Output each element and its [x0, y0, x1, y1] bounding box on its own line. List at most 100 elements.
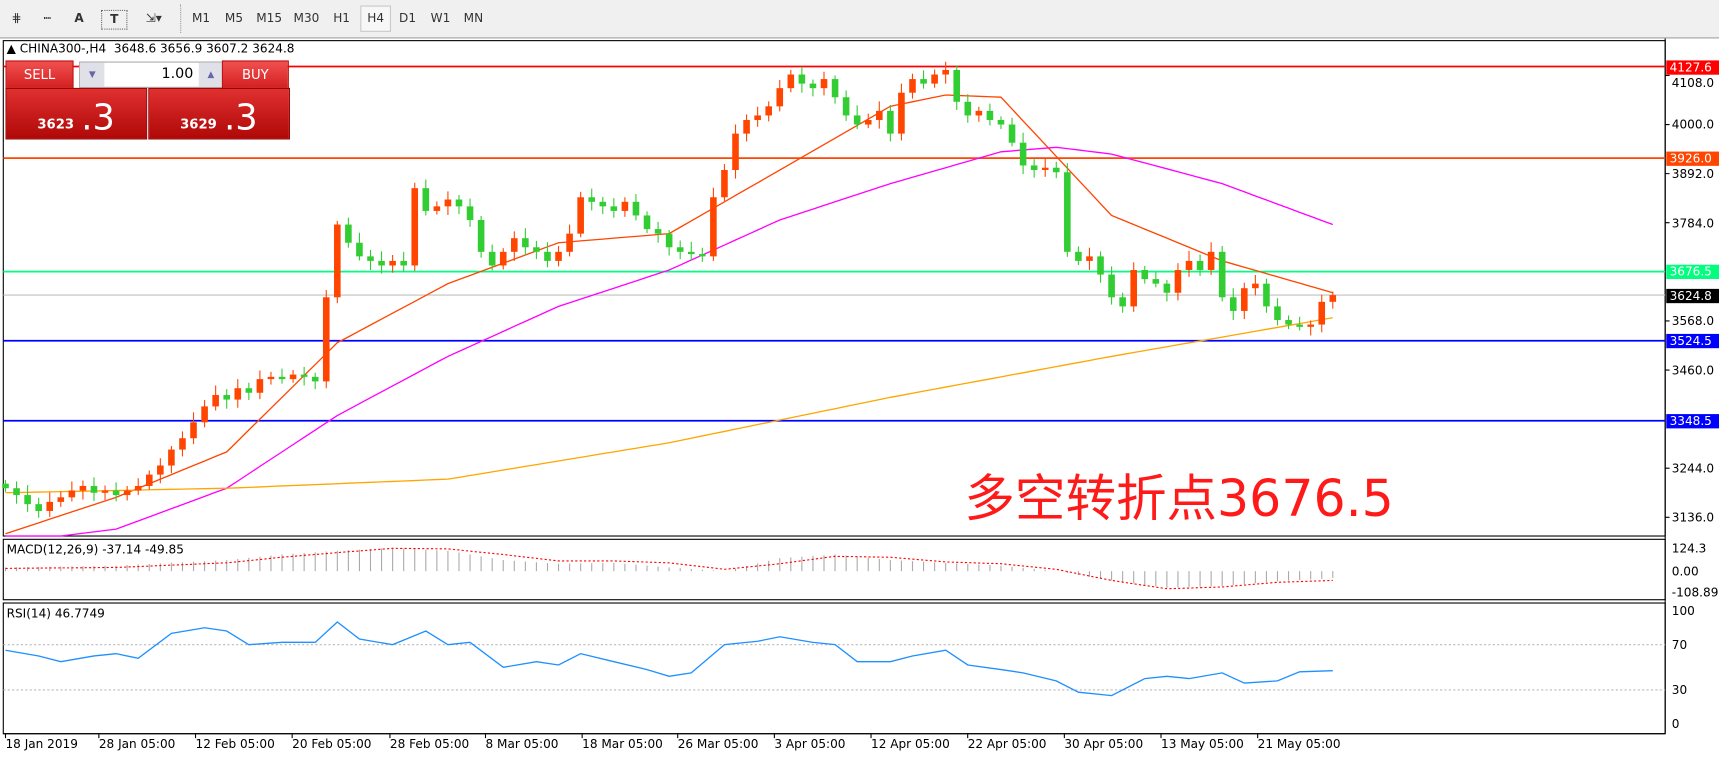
bearish-candle — [887, 110, 894, 134]
time-tick-label: 20 Feb 05:00 — [292, 737, 372, 752]
bearish-candle — [610, 206, 618, 211]
bearish-candle — [1163, 283, 1171, 293]
text-icon[interactable]: A — [74, 10, 84, 26]
timeframe-mn[interactable]: MN — [463, 10, 484, 26]
bullish-candle — [621, 201, 629, 211]
price-level-label: 4127.6 — [1666, 59, 1719, 75]
bullish-candle — [1185, 260, 1193, 271]
bearish-candle — [488, 251, 496, 266]
timeframe-m15[interactable]: M15 — [256, 10, 283, 26]
price-level-label: 3348.5 — [1666, 414, 1719, 429]
bullish-candle — [1041, 167, 1049, 170]
bearish-candle — [455, 199, 463, 207]
bullish-candle — [190, 422, 197, 439]
timeframe-d1[interactable]: D1 — [399, 10, 417, 26]
price-level-label: 3524.5 — [1666, 334, 1719, 349]
bullish-candle — [234, 388, 242, 400]
chart-area[interactable] — [0, 38, 1719, 756]
bullish-candle — [721, 169, 728, 198]
period-separator-f-icon[interactable]: ┉ — [43, 10, 51, 26]
bearish-candle — [311, 376, 319, 382]
bearish-candle — [599, 201, 607, 207]
bullish-candle — [68, 490, 76, 498]
text-label-icon[interactable]: T — [101, 9, 128, 30]
bearish-candle — [1064, 172, 1071, 252]
bearish-candle — [1296, 324, 1303, 327]
arrows-dropdown-icon[interactable]: ⇲▾ — [145, 10, 162, 26]
bullish-candle — [710, 197, 717, 257]
lot-size-input[interactable]: 1.00 — [161, 65, 194, 83]
bearish-candle — [278, 376, 286, 380]
buy-button[interactable]: BUY — [221, 60, 289, 89]
bullish-candle — [1252, 283, 1259, 289]
bullish-candle — [499, 251, 507, 266]
bearish-candle — [699, 254, 706, 257]
bullish-candle — [1241, 288, 1248, 311]
sell-price-button[interactable]: 3623 .3 — [5, 87, 148, 140]
bearish-candle — [964, 101, 972, 116]
bearish-candle — [24, 495, 31, 505]
bearish-candle — [1030, 165, 1038, 170]
price-tick-label: 3460.0 — [1671, 363, 1715, 378]
time-tick-label: 28 Feb 05:00 — [389, 737, 470, 752]
timeframe-m30[interactable]: M30 — [293, 10, 320, 26]
timeframe-h1[interactable]: H1 — [333, 10, 350, 26]
bullish-candle — [555, 251, 562, 261]
bullish-candle — [577, 197, 584, 234]
time-tick-label: 18 Jan 2019 — [5, 737, 78, 752]
bearish-candle — [1218, 251, 1226, 298]
annotation-text: 多空转折点3676.5 — [964, 469, 1394, 529]
bearish-candle — [345, 224, 352, 243]
bearish-candle — [643, 215, 651, 230]
bullish-candle — [1307, 324, 1314, 327]
price-tick-label: 3244.0 — [1671, 461, 1715, 476]
bearish-candle — [90, 485, 98, 493]
bullish-candle — [732, 133, 739, 170]
bullish-candle — [46, 501, 54, 511]
timeframe-m1[interactable]: M1 — [191, 10, 211, 26]
decrease-lot-icon[interactable]: ▼ — [80, 62, 105, 87]
timeframe-w1[interactable]: W1 — [430, 10, 451, 26]
time-tick-label: 26 Mar 05:00 — [677, 737, 759, 752]
bullish-candle — [909, 79, 916, 93]
lot-size-stepper[interactable]: ▼ 1.00 ▲ — [79, 61, 225, 88]
bearish-candle — [2, 483, 9, 489]
bullish-candle — [201, 406, 208, 423]
increase-lot-icon[interactable]: ▲ — [198, 62, 223, 87]
rsi-panel-frame — [2, 602, 1666, 735]
bullish-candle — [157, 465, 164, 475]
price-tick-label: 3892.0 — [1671, 167, 1715, 182]
time-tick-label: 28 Jan 05:00 — [98, 737, 176, 752]
time-tick-label: 18 Mar 05:00 — [582, 737, 663, 752]
bearish-candle — [466, 206, 474, 221]
bullish-candle — [389, 260, 396, 266]
bullish-candle — [776, 88, 784, 107]
bullish-candle — [256, 379, 264, 393]
bullish-candle — [101, 490, 109, 493]
bearish-candle — [1052, 167, 1060, 173]
bearish-candle — [809, 83, 817, 89]
timeframe-h4[interactable]: H4 — [360, 5, 392, 32]
rsi-label: RSI(14) 46.7749 — [6, 606, 105, 621]
bullish-candle — [898, 92, 905, 134]
bearish-candle — [367, 256, 374, 261]
price-tick-label: 4000.0 — [1671, 117, 1715, 133]
bearish-candle — [831, 79, 839, 98]
bullish-candle — [820, 79, 828, 89]
bearish-candle — [400, 260, 407, 266]
time-tick-label: 22 Apr 05:00 — [967, 737, 1047, 752]
bullish-candle — [765, 106, 772, 116]
bearish-candle — [223, 395, 231, 400]
grid-e-icon[interactable]: ⋕ — [11, 10, 22, 26]
bearish-candle — [1152, 279, 1160, 284]
buy-price-main: 3629 — [180, 116, 217, 132]
buy-price-button[interactable]: 3629 .3 — [148, 87, 290, 140]
sell-button[interactable]: SELL — [5, 60, 74, 89]
bullish-candle — [168, 449, 175, 466]
collapse-triangle-icon[interactable]: ▲ — [6, 41, 16, 57]
bullish-candle — [566, 233, 573, 252]
bearish-candle — [35, 504, 42, 511]
bearish-candle — [798, 74, 806, 84]
bearish-candle — [986, 110, 994, 120]
timeframe-m5[interactable]: M5 — [224, 10, 244, 26]
